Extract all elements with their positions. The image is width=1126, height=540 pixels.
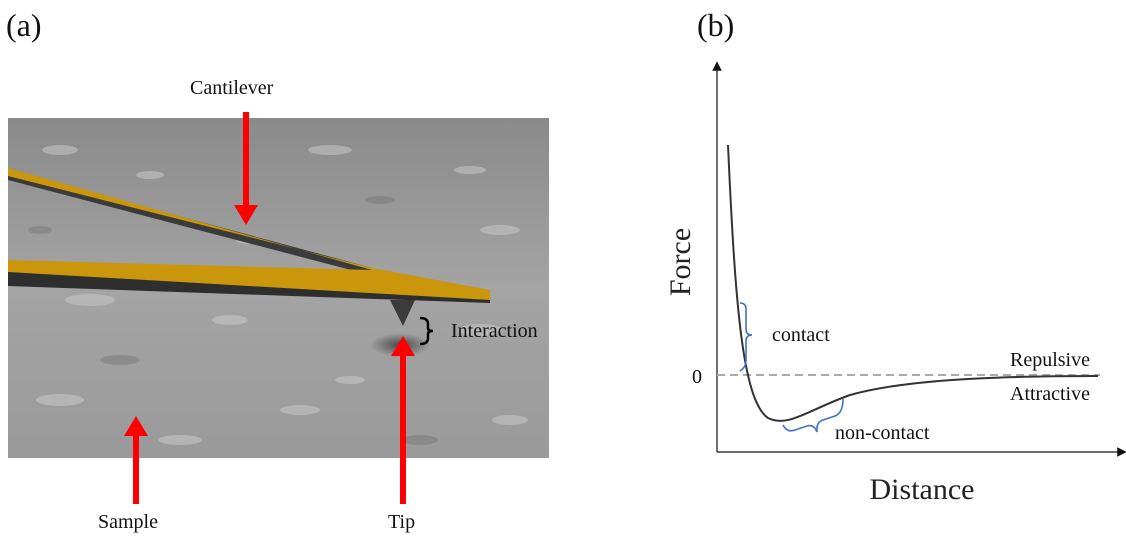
y-axis-label: Force (664, 228, 697, 296)
zero-label: 0 (692, 366, 702, 388)
panel-label: (b) (697, 7, 734, 43)
contact-label: contact (772, 324, 830, 346)
repulsive-label: Repulsive (1010, 349, 1090, 371)
x-axis-label: Distance (870, 473, 975, 506)
force-curve (728, 145, 1098, 421)
non-contact-brace (783, 399, 843, 432)
tip-label: Tip (388, 511, 415, 533)
cantilever-label: Cantilever (190, 77, 274, 99)
non-contact-label: non-contact (835, 422, 930, 444)
sample-label: Sample (98, 511, 158, 533)
interaction-label: Interaction (451, 320, 538, 342)
figure: (a) Cantilever Interaction Sample Tip (0, 0, 1126, 540)
attractive-label: Attractive (1010, 383, 1090, 405)
panel-label: (a) (6, 7, 42, 43)
